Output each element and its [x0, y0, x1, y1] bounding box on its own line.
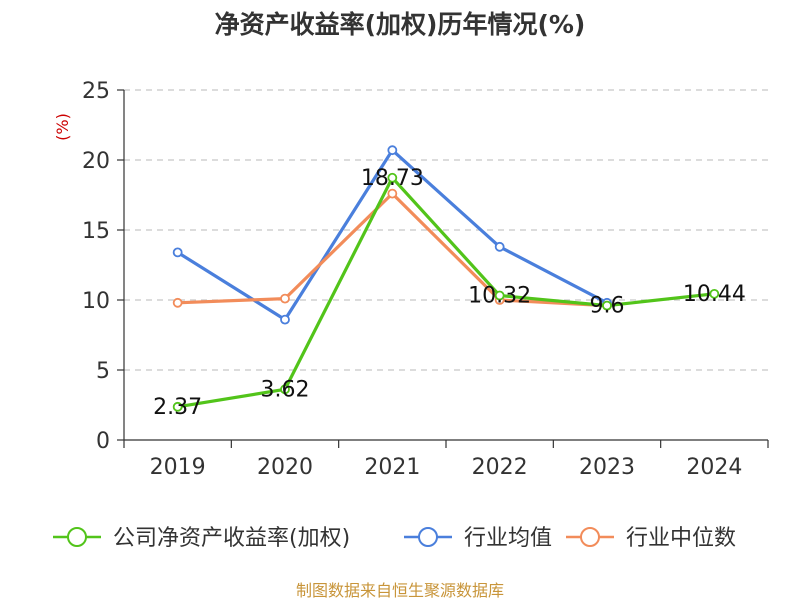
legend-label-2: 行业中位数 [626, 526, 736, 551]
legend-label-1: 行业均值 [464, 526, 552, 551]
x-tick-label-2024: 2024 [686, 455, 742, 480]
y-axis-label: (%) [53, 113, 72, 141]
x-tick-label-2022: 2022 [472, 455, 528, 480]
legend-marker-0 [67, 527, 87, 547]
data-label-2024: 10.44 [683, 282, 746, 307]
series-0-point-2023 [602, 300, 612, 311]
series-0-point-2019 [172, 401, 183, 412]
x-tick-label-2023: 2023 [579, 455, 635, 480]
data-label-2023: 9.6 [590, 294, 625, 319]
y-tick-label-5: 5 [96, 359, 110, 384]
legend[interactable]: 公司净资产收益率(加权) 行业均值 行业中位数 [53, 526, 736, 551]
x-tick-label-2021: 2021 [364, 455, 420, 480]
y-tick-label-15: 15 [82, 219, 110, 244]
series-group [172, 145, 720, 412]
series-0-point-2022 [494, 290, 505, 301]
series-line-2 [177, 192, 608, 308]
x-tick-label-2020: 2020 [257, 455, 313, 480]
data-label-2020: 3.62 [261, 377, 310, 402]
series-1-point-2022 [494, 241, 505, 252]
series-2-point-2020 [280, 293, 290, 304]
data-label-2022: 10.32 [468, 284, 531, 309]
series-2-point-2021 [387, 188, 398, 199]
series-1-point-2021 [387, 145, 398, 156]
series-1-point-2020 [280, 314, 290, 325]
series-line-0 [177, 176, 715, 409]
source-note: 制图数据来自恒生聚源数据库 [296, 581, 504, 600]
legend-label-0: 公司净资产收益率(加权) [113, 526, 350, 551]
legend-marker-1 [418, 527, 438, 547]
y-tick-label-0: 0 [96, 429, 110, 454]
chart-title: 净资产收益率(加权)历年情况(%) [215, 10, 586, 39]
series-1-point-2019 [172, 247, 183, 258]
series-0-point-2020 [280, 384, 290, 395]
data-labels: 2.37 3.62 18.73 10.32 9.6 10.44 [153, 166, 746, 420]
data-label-2021: 18.73 [361, 166, 424, 191]
axes: 0 5 10 15 20 25 2019 2020 2021 2022 2023 2024 [82, 79, 769, 480]
y-tick-label-20: 20 [82, 149, 110, 174]
series-2-point-2019 [172, 297, 183, 308]
data-label-2019: 2.37 [153, 395, 202, 420]
y-tick-label-10: 10 [82, 289, 110, 314]
series-0-point-2021 [387, 172, 398, 183]
x-tick-label-2019: 2019 [150, 455, 206, 480]
y-tick-label-25: 25 [82, 79, 110, 104]
legend-marker-2 [580, 527, 600, 547]
series-0-point-2024 [709, 288, 720, 299]
grid-lines [124, 89, 768, 371]
